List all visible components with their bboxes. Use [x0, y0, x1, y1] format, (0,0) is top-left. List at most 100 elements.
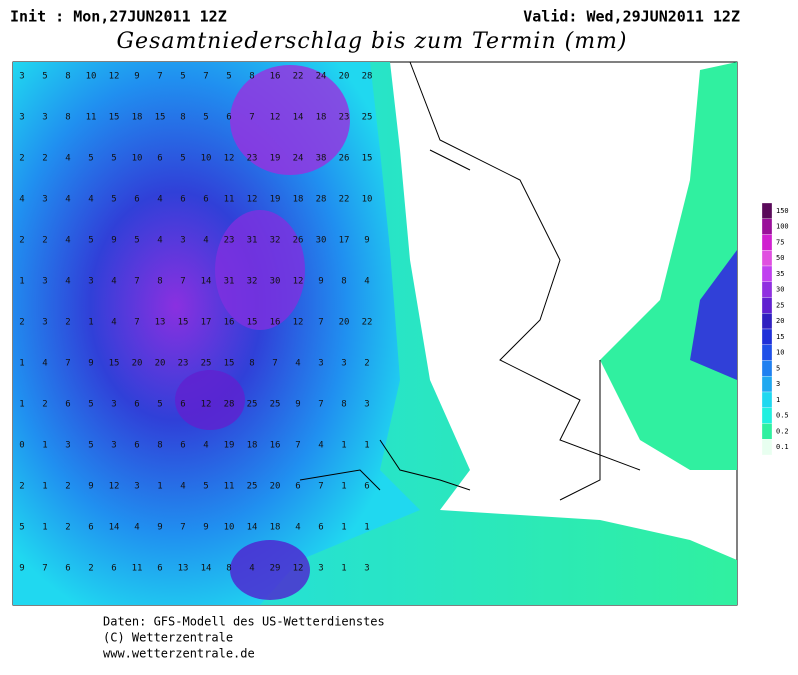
map-value: 8 [341, 400, 346, 410]
map-value: 25 [247, 482, 258, 492]
map-value: 6 [203, 195, 208, 205]
map-value: 8 [341, 277, 346, 287]
map-value: 4 [157, 236, 162, 246]
map-value: 2 [19, 154, 24, 164]
init-time: Init : Mon,27JUN2011 12Z [10, 8, 227, 26]
map-value: 1 [19, 277, 24, 287]
map-value: 7 [203, 72, 208, 82]
map-value: 12 [293, 564, 304, 574]
map-value: 7 [42, 564, 47, 574]
map-value: 18 [247, 441, 258, 451]
map-value: 18 [316, 113, 327, 123]
map-value: 20 [270, 482, 281, 492]
map-value: 7 [65, 359, 70, 369]
map-value: 25 [247, 400, 258, 410]
map-value: 7 [318, 400, 323, 410]
map-value: 13 [178, 564, 189, 574]
map-value: 9 [318, 277, 323, 287]
map-value: 8 [249, 72, 254, 82]
map-value: 13 [155, 318, 166, 328]
legend-swatch [761, 265, 773, 282]
map-value: 4 [295, 359, 300, 369]
map-value: 15 [224, 359, 235, 369]
legend-label: 15 [776, 333, 784, 341]
legend-label: 0.1 [776, 443, 789, 451]
map-value: 15 [109, 113, 120, 123]
map-value: 6 [134, 195, 139, 205]
legend-label: 5 [776, 364, 780, 372]
legend-swatch [761, 250, 773, 267]
map-title: Gesamtniederschlag bis zum Termin (mm) [116, 29, 627, 54]
map [12, 61, 738, 606]
map-value: 1 [19, 400, 24, 410]
map-value: 30 [316, 236, 327, 246]
map-value: 3 [364, 400, 369, 410]
map-value: 25 [270, 400, 281, 410]
map-values: 3 5 8 10 12 9 7 5 7 5 8 16 22 24 20 283 3 8 11 15 18 15 8 5 6 7 12… [19, 72, 372, 574]
map-value: 3 [180, 236, 185, 246]
map-value: 11 [132, 564, 143, 574]
map-value: 5 [111, 154, 116, 164]
map-value: 15 [109, 359, 120, 369]
map-value: 25 [201, 359, 212, 369]
map-value: 12 [109, 482, 120, 492]
map-value: 9 [88, 359, 93, 369]
map-value: 4 [111, 318, 116, 328]
map-value: 14 [201, 277, 212, 287]
map-value: 6 [157, 564, 162, 574]
map-value: 25 [362, 113, 373, 123]
map-value: 4 [19, 195, 24, 205]
map-value: 3 [318, 359, 323, 369]
map-value: 24 [293, 154, 304, 164]
map-value: 7 [180, 523, 185, 533]
map-value: 20 [155, 359, 166, 369]
map-value: 15 [362, 154, 373, 164]
map-value: 9 [19, 564, 24, 574]
map-value: 1 [19, 359, 24, 369]
map-value: 28 [316, 195, 327, 205]
map-value: 14 [247, 523, 258, 533]
legend-swatch [761, 234, 773, 251]
map-value: 6 [180, 195, 185, 205]
map-value: 22 [362, 318, 373, 328]
map-value: 1 [42, 482, 47, 492]
map-value: 26 [293, 236, 304, 246]
map-value: 7 [318, 482, 323, 492]
map-value: 6 [65, 564, 70, 574]
map-value: 20 [132, 359, 143, 369]
map-value: 2 [364, 359, 369, 369]
map-value: 6 [134, 441, 139, 451]
map-value: 8 [249, 359, 254, 369]
map-value: 7 [157, 72, 162, 82]
map-value: 4 [65, 277, 70, 287]
map-value: 8 [65, 72, 70, 82]
map-value: 3 [42, 277, 47, 287]
map-value: 4 [249, 564, 254, 574]
map-value: 15 [155, 113, 166, 123]
footer-url: www.wetterzentrale.de [103, 647, 255, 661]
map-value: 28 [362, 72, 373, 82]
map-value: 12 [293, 318, 304, 328]
map-value: 5 [226, 72, 231, 82]
map-value: 4 [295, 523, 300, 533]
map-value: 7 [134, 277, 139, 287]
map-value: 15 [247, 318, 258, 328]
map-value: 1 [42, 441, 47, 451]
map-value: 22 [293, 72, 304, 82]
legend-swatch [761, 218, 773, 235]
map-value: 19 [270, 154, 281, 164]
map-value: 4 [65, 154, 70, 164]
map-value: 29 [270, 564, 281, 574]
legend-label: 30 [776, 286, 784, 294]
map-value: 7 [318, 318, 323, 328]
legend-swatch [761, 439, 773, 456]
map-value: 9 [111, 236, 116, 246]
map-value: 12 [109, 72, 120, 82]
map-value: 2 [42, 236, 47, 246]
map-value: 3 [42, 195, 47, 205]
map-value: 6 [364, 482, 369, 492]
map-value: 3 [341, 359, 346, 369]
map-value: 31 [247, 236, 258, 246]
map-value: 2 [65, 523, 70, 533]
map-value: 3 [19, 113, 24, 123]
